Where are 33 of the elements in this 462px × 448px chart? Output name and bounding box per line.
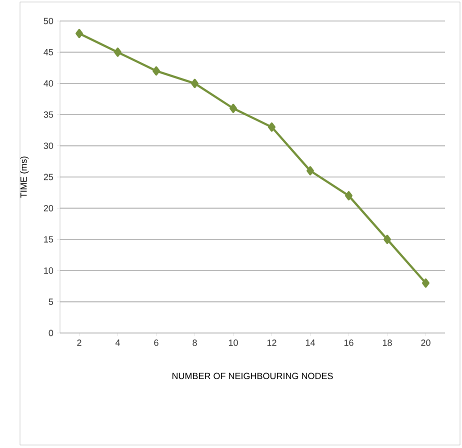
y-tick-label: 40 bbox=[44, 80, 54, 87]
y-tick-label: 45 bbox=[44, 49, 54, 56]
y-tick-label: 10 bbox=[44, 267, 54, 274]
point bbox=[152, 66, 160, 76]
x-tick-label: 14 bbox=[306, 340, 315, 346]
x-tick-label: 8 bbox=[192, 340, 197, 346]
x-tick-label: 20 bbox=[421, 340, 430, 346]
point bbox=[345, 191, 352, 200]
x-tick-label: 4 bbox=[115, 340, 120, 346]
point bbox=[230, 104, 237, 113]
x-tick-label: 16 bbox=[344, 340, 354, 346]
y-tick-label: 20 bbox=[44, 205, 54, 212]
y-tick-label: 15 bbox=[44, 236, 54, 243]
y-tick-label: 35 bbox=[44, 111, 54, 118]
point bbox=[76, 28, 83, 38]
point bbox=[306, 166, 314, 176]
x-tick-label: 6 bbox=[154, 340, 158, 346]
x-tick-label: 10 bbox=[228, 340, 238, 346]
point bbox=[268, 122, 276, 132]
x-tick-label: 12 bbox=[267, 340, 276, 346]
x-tick-label: 2 bbox=[77, 340, 82, 346]
y-tick-label: 5 bbox=[48, 298, 54, 305]
y-tick-label: 25 bbox=[44, 174, 54, 180]
point bbox=[422, 278, 430, 288]
point bbox=[384, 234, 391, 244]
x-tick-label: 18 bbox=[382, 340, 392, 346]
point bbox=[114, 48, 122, 57]
y-tick-label: 0 bbox=[48, 330, 54, 336]
point bbox=[191, 78, 198, 88]
y-axis-title: TIME (ms) bbox=[20, 156, 29, 198]
y-tick-label: 30 bbox=[44, 142, 54, 149]
x-axis-title: NUMBER OF NEIGHBOURING NODES bbox=[172, 372, 333, 380]
y-tick-label: 50 bbox=[44, 18, 54, 24]
